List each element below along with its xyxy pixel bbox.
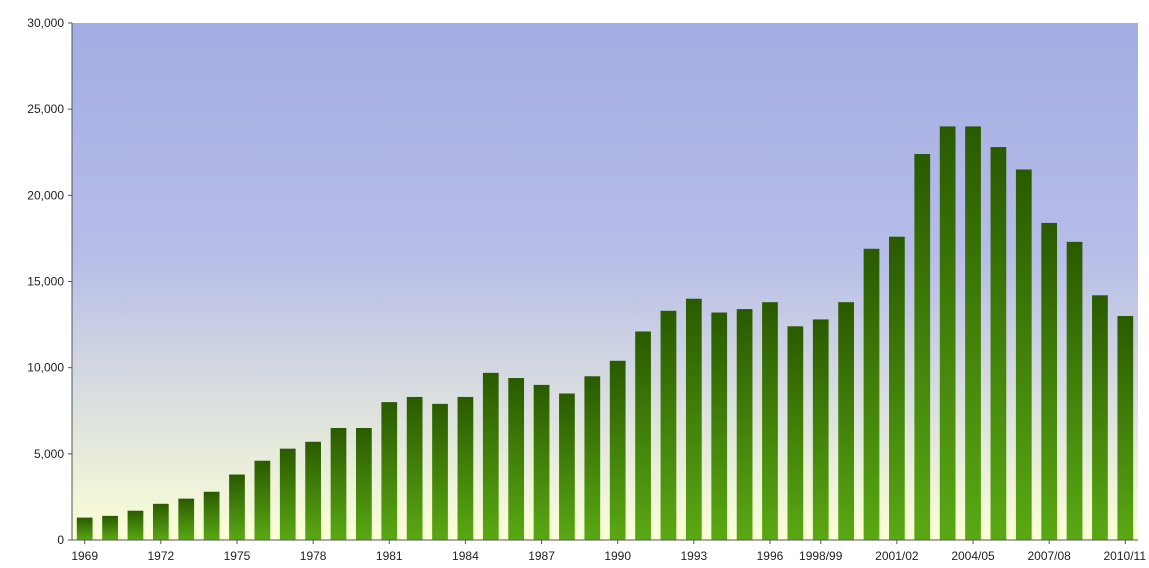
bar-1969 (76, 517, 93, 540)
bar-1999/00 (838, 302, 854, 540)
bar-2007/08 (1041, 222, 1058, 540)
bar-1992 (660, 310, 677, 540)
bar-2000/01 (863, 248, 880, 540)
plot-background (72, 23, 1138, 540)
x-tick-label: 1984 (452, 549, 479, 563)
bar-1987 (533, 384, 550, 540)
y-tick-label: 0 (57, 533, 64, 547)
bar-1977 (279, 448, 296, 540)
x-tick-label: 1969 (71, 549, 98, 563)
x-axis-ticks: 1969 1972 1975 1978 1981 1984 1987 1990 1993 1996… (71, 540, 1146, 563)
bar-1986 (508, 378, 525, 540)
bar-2003/04 (939, 126, 956, 541)
bar-1988 (559, 393, 575, 540)
x-tick-label: 2007/08 (1027, 549, 1071, 563)
x-tick-label: 1987 (528, 549, 555, 563)
y-axis-ticks: 0 5,000 10,000 15,000 20,000 25,000 30,000 (27, 16, 72, 547)
bar-1994 (711, 312, 728, 540)
x-tick-label: 2010/11 (1104, 549, 1147, 563)
y-tick-label: 30,000 (27, 16, 64, 30)
x-tick-label: 1993 (680, 549, 707, 563)
y-tick-label: 15,000 (27, 275, 64, 289)
bar-2009/10 (1092, 295, 1108, 540)
bar-1979 (330, 427, 347, 540)
bar-1974 (203, 491, 220, 540)
x-tick-label: 1978 (300, 549, 327, 563)
x-tick-label: 1975 (224, 549, 251, 563)
y-tick-label: 5,000 (34, 447, 64, 461)
bar-2008/09 (1066, 241, 1083, 541)
x-tick-label: 2004/05 (951, 549, 995, 563)
x-tick-label: 1990 (604, 549, 631, 563)
bar-1995 (736, 309, 753, 540)
y-tick-label: 25,000 (27, 102, 64, 116)
bar-1976 (254, 460, 271, 540)
bar-1975 (229, 474, 245, 540)
bar-1998/99 (812, 319, 829, 540)
bar-1982 (406, 396, 423, 540)
x-tick-label: 1972 (147, 549, 174, 563)
bar-2006/07 (1015, 169, 1032, 541)
bar-1996 (762, 302, 778, 540)
y-tick-label: 10,000 (27, 361, 64, 375)
bar-1989 (584, 376, 601, 540)
y-tick-label: 20,000 (27, 188, 64, 202)
bar-1978 (305, 441, 321, 540)
bar-1980 (356, 427, 372, 540)
bar-1970 (102, 515, 118, 540)
bar-1971 (127, 510, 144, 540)
bar-2002/03 (914, 153, 931, 540)
bar-2004/05 (965, 126, 981, 541)
bar-1983 (432, 403, 448, 540)
x-tick-label: 1998/99 (799, 549, 843, 563)
bar-series (76, 126, 1134, 541)
bar-1981 (381, 402, 398, 540)
bar-1991 (635, 331, 651, 540)
bar-1972 (152, 503, 169, 540)
bar-1997 (787, 326, 804, 540)
x-tick-label: 2001/02 (875, 549, 919, 563)
bar-1985 (482, 372, 499, 540)
x-tick-label: 1981 (376, 549, 403, 563)
bar-2010/11 (1117, 315, 1134, 540)
bar-1973 (178, 498, 195, 540)
bar-2001/02 (889, 236, 905, 540)
bar-2005/06 (990, 147, 1007, 540)
bar-1984 (457, 396, 474, 540)
bar-1990 (609, 360, 626, 540)
bar-1993 (685, 298, 702, 540)
x-tick-label: 1996 (757, 549, 784, 563)
